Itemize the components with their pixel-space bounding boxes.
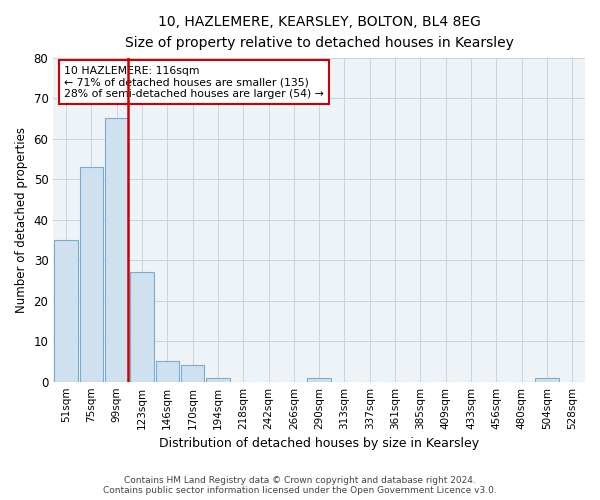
Bar [181,366,204,382]
Bar [105,118,128,382]
Title: 10, HAZLEMERE, KEARSLEY, BOLTON, BL4 8EG
Size of property relative to detached h: 10, HAZLEMERE, KEARSLEY, BOLTON, BL4 8EG… [125,15,514,50]
Bar [307,378,331,382]
Text: Contains HM Land Registry data © Crown copyright and database right 2024.
Contai: Contains HM Land Registry data © Crown c… [103,476,497,495]
Bar [80,167,103,382]
Bar [155,362,179,382]
Bar [55,240,77,382]
Bar [130,272,154,382]
Y-axis label: Number of detached properties: Number of detached properties [15,126,28,312]
Text: 10 HAZLEMERE: 116sqm
← 71% of detached houses are smaller (135)
28% of semi-deta: 10 HAZLEMERE: 116sqm ← 71% of detached h… [64,66,324,99]
Bar [535,378,559,382]
X-axis label: Distribution of detached houses by size in Kearsley: Distribution of detached houses by size … [159,437,479,450]
Bar [206,378,230,382]
